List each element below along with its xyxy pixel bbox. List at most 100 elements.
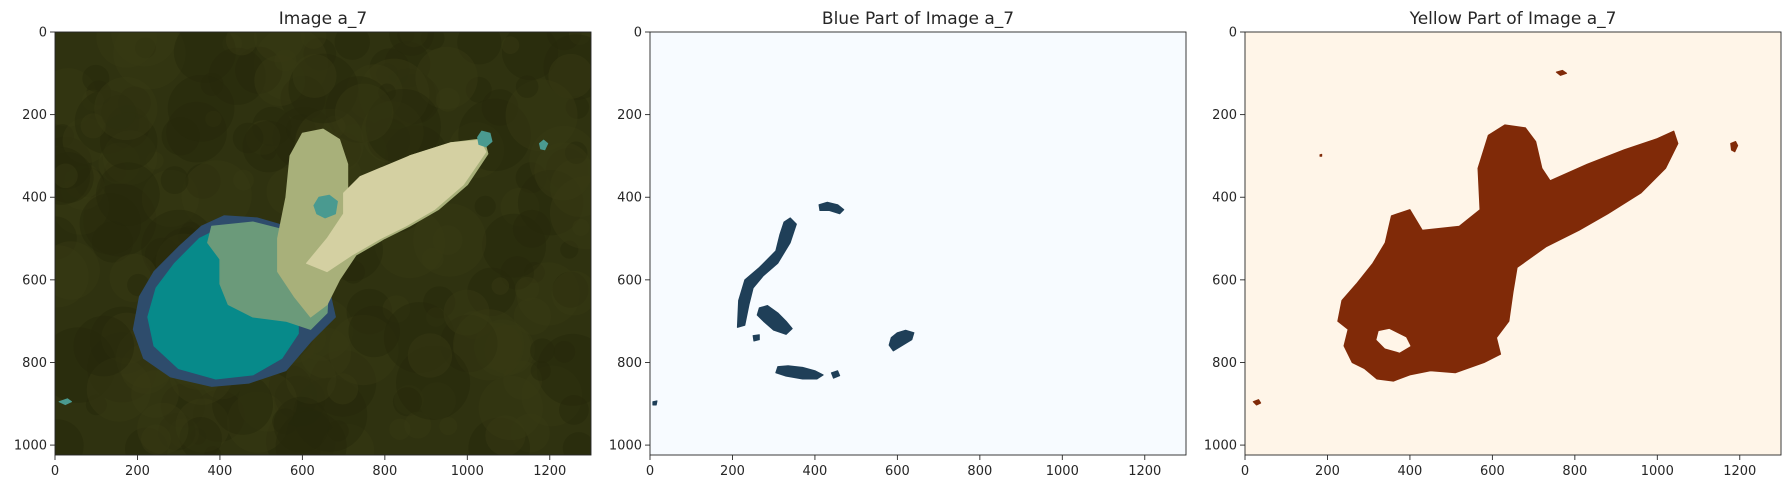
noise-mark — [55, 68, 98, 127]
y-tick-label: 400 — [22, 191, 47, 206]
noise-mark — [55, 216, 77, 260]
x-tick-label: 1200 — [1723, 464, 1756, 479]
noise-mark — [274, 376, 318, 419]
noise-mark — [389, 418, 411, 440]
noise-mark — [465, 76, 492, 103]
x-tick-label: 400 — [1398, 464, 1423, 479]
noise-mark — [285, 353, 337, 404]
noise-mark — [181, 160, 252, 231]
noise-mark — [473, 322, 522, 371]
noise-mark — [82, 64, 110, 92]
noise-mark — [79, 193, 142, 255]
x-tick-label: 200 — [125, 464, 150, 479]
noise-mark — [559, 395, 589, 425]
noise-mark — [383, 302, 455, 374]
noise-mark — [212, 373, 274, 435]
noise-mark — [413, 203, 487, 277]
y-tick-label: 200 — [1212, 108, 1237, 123]
noise-mark — [260, 144, 277, 161]
noise-mark — [253, 32, 305, 63]
noise-mark — [288, 53, 359, 124]
noise-mark — [474, 195, 496, 217]
noise-mark — [274, 49, 297, 72]
noise-mark — [86, 80, 112, 106]
noise-mark — [63, 162, 101, 200]
noise-mark — [222, 33, 243, 54]
region-blob — [736, 217, 797, 328]
noise-mark — [345, 64, 403, 122]
x-tick-label: 600 — [290, 464, 315, 479]
noise-mark — [516, 262, 580, 326]
noise-mark — [173, 32, 236, 83]
y-tick-label: 0 — [634, 26, 642, 41]
x-tick-label: 800 — [1562, 464, 1587, 479]
noise-mark — [166, 101, 227, 163]
x-tick-label: 1000 — [451, 464, 484, 479]
noise-mark — [55, 152, 94, 203]
noise-mark — [86, 357, 152, 422]
region-blob — [752, 334, 760, 342]
noise-mark — [192, 389, 245, 442]
noise-mark — [348, 305, 400, 358]
noise-mark — [275, 410, 347, 455]
noise-mark — [325, 76, 392, 143]
noise-mark — [334, 83, 394, 143]
noise-mark — [118, 86, 151, 120]
noise-mark — [572, 218, 590, 237]
y-tick-label: 400 — [1212, 191, 1237, 206]
noise-mark — [303, 37, 337, 71]
noise-mark — [145, 151, 164, 170]
noise-mark — [459, 311, 488, 340]
y-tick-label: 200 — [617, 108, 642, 123]
x-tick-label: 600 — [885, 464, 910, 479]
x-tick-label: 0 — [646, 464, 654, 479]
noise-mark — [481, 89, 519, 126]
noise-mark — [98, 142, 141, 185]
noise-mark — [562, 432, 591, 455]
noise-mark — [457, 32, 502, 65]
noise-mark — [235, 46, 283, 94]
noise-mark — [293, 377, 368, 452]
noise-mark — [376, 63, 398, 85]
region-blob — [1252, 399, 1262, 406]
noise-mark — [392, 387, 422, 417]
noise-mark — [453, 309, 525, 381]
noise-mark — [565, 95, 590, 119]
axes-frame — [54, 31, 592, 456]
noise-mark — [545, 148, 589, 191]
y-tick-label: 1000 — [14, 439, 47, 454]
noise-mark — [407, 333, 453, 378]
noise-mark — [568, 32, 591, 46]
noise-mark — [491, 277, 510, 295]
noise-mark — [141, 169, 199, 228]
noise-mark — [124, 427, 168, 455]
region-blob — [830, 370, 841, 379]
noise-mark — [161, 117, 200, 156]
y-tick-label: 800 — [1212, 356, 1237, 371]
noise-mark — [328, 314, 399, 386]
noise-mark — [300, 32, 327, 50]
noise-mark — [482, 213, 547, 278]
noise-mark — [55, 241, 100, 300]
noise-mark — [510, 413, 550, 453]
noise-mark — [478, 375, 544, 441]
noise-mark — [101, 94, 136, 130]
y-tick-label: 200 — [22, 108, 47, 123]
noise-mark — [369, 48, 410, 89]
noise-mark — [55, 327, 116, 403]
noise-mark — [160, 166, 189, 195]
noise-mark — [396, 345, 471, 420]
region-spot — [313, 194, 338, 219]
noise-mark — [91, 221, 133, 263]
noise-mark — [435, 87, 460, 112]
noise-mark — [175, 398, 230, 453]
noise-mark — [399, 32, 428, 48]
noise-mark — [96, 162, 160, 226]
image-background — [650, 32, 1186, 455]
noise-mark — [167, 74, 235, 142]
noise-mark — [55, 177, 109, 235]
noise-mark — [131, 370, 179, 418]
noise-mark — [225, 32, 258, 56]
noise-mark — [358, 58, 430, 130]
noise-mark — [104, 159, 127, 182]
